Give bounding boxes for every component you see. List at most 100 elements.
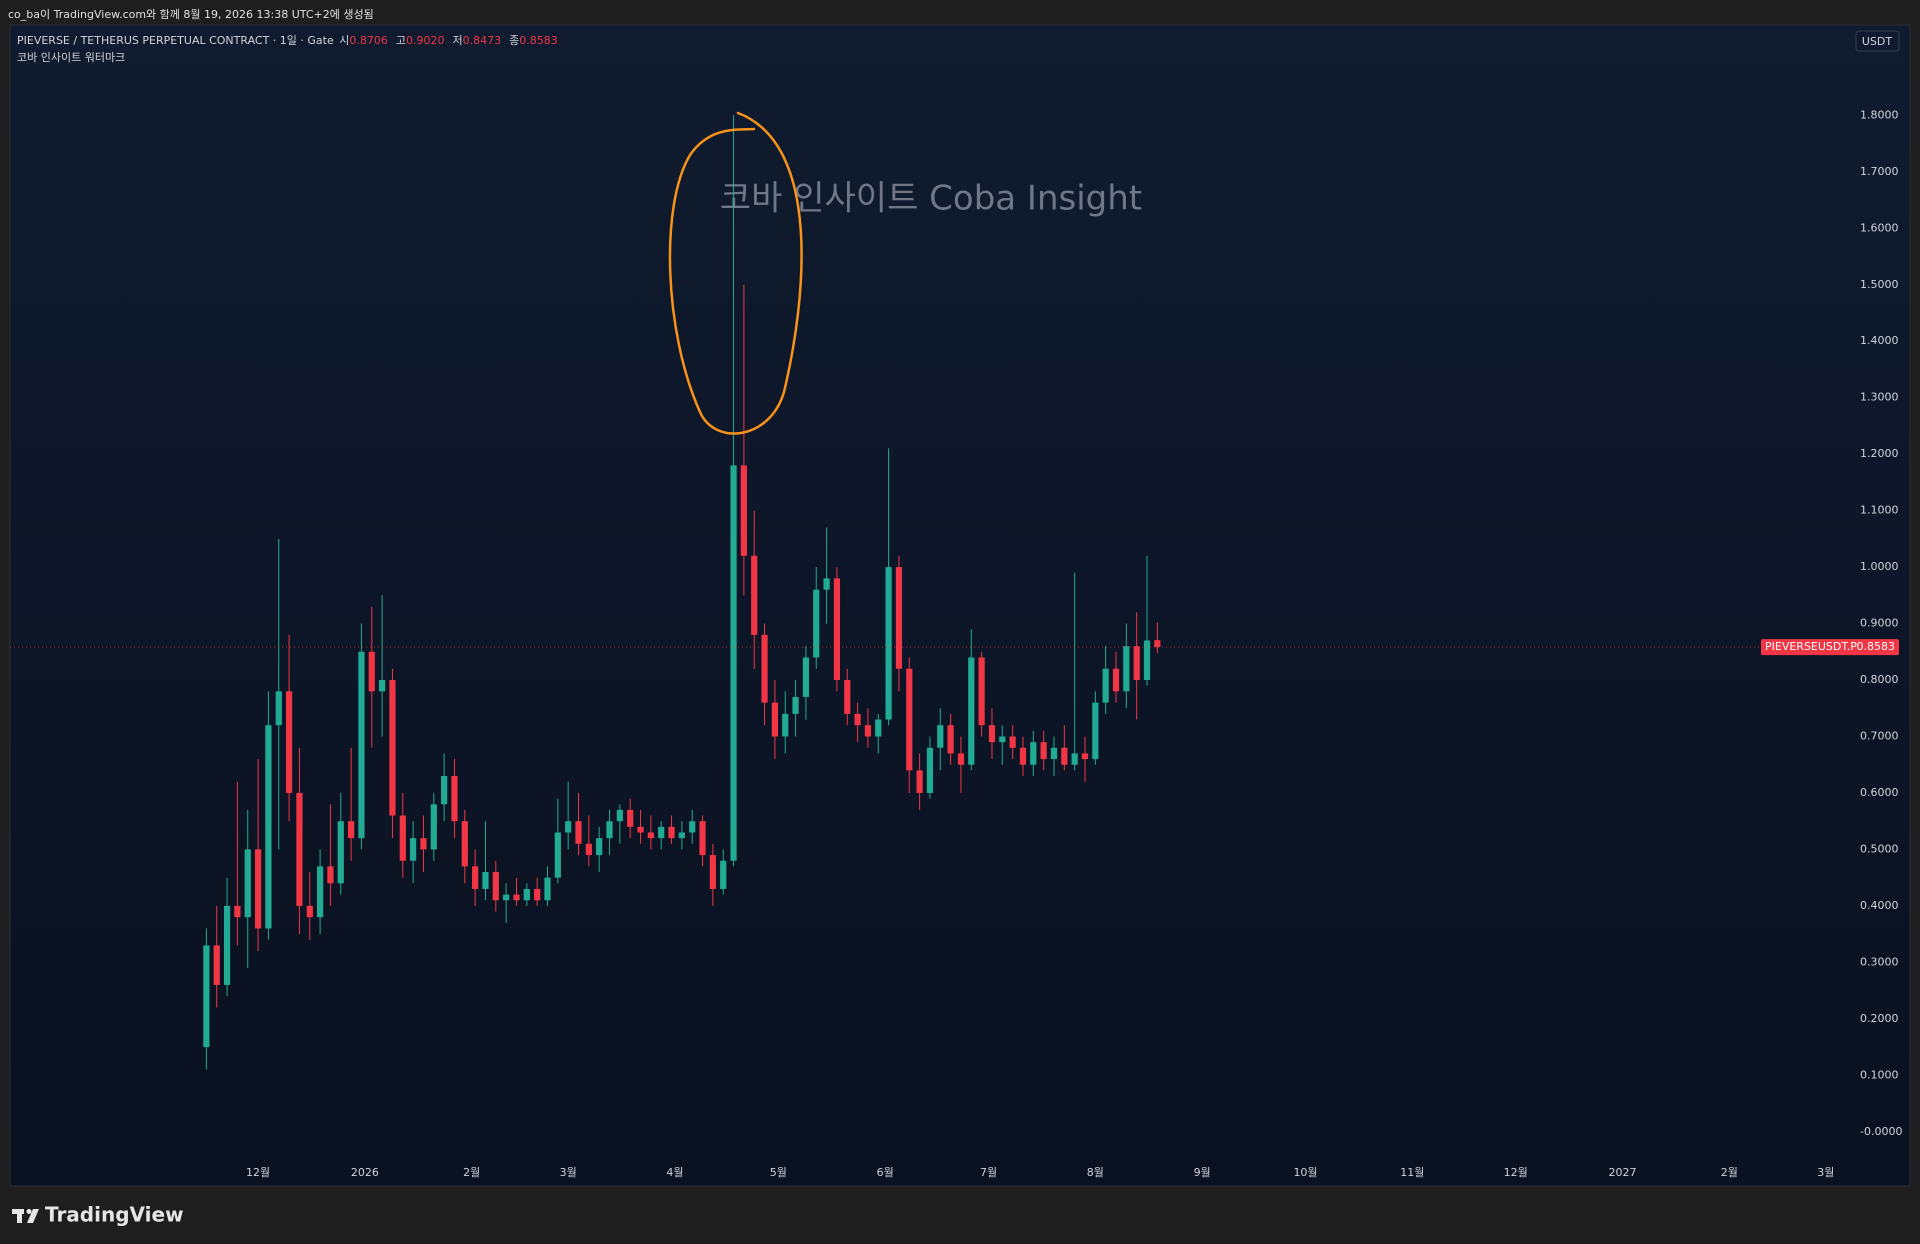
candle-body xyxy=(740,465,747,556)
candle-body xyxy=(254,849,262,929)
candle-body xyxy=(864,725,872,737)
candle-body xyxy=(389,680,396,816)
x-tick-label: 2월 xyxy=(463,1166,480,1179)
candle-body xyxy=(1112,668,1120,692)
ohlc-value: 0.8583 xyxy=(519,34,558,47)
y-tick-label: 0.5000 xyxy=(1860,842,1899,855)
y-tick-label: 1.5000 xyxy=(1860,278,1899,291)
x-tick-label: 10월 xyxy=(1293,1166,1317,1179)
candle-body xyxy=(833,578,841,681)
ohlc-value: 0.8473 xyxy=(462,34,502,47)
ohlc-value: 0.8706 xyxy=(349,34,388,47)
y-tick-label: 1.4000 xyxy=(1860,334,1899,347)
candle-body xyxy=(968,657,975,765)
candle-body xyxy=(472,866,479,889)
y-tick-label: 0.6000 xyxy=(1860,786,1899,799)
y-tick-label: 1.6000 xyxy=(1860,221,1899,234)
candle-body xyxy=(513,894,520,901)
candle-body xyxy=(885,567,892,720)
candle-body xyxy=(492,872,499,901)
candle-body xyxy=(554,832,561,878)
candle-body xyxy=(792,696,799,714)
x-tick-label: 9월 xyxy=(1194,1166,1211,1179)
y-tick-label: -0.0000 xyxy=(1860,1125,1902,1138)
candle-body xyxy=(926,747,934,793)
y-tick-label: 0.8000 xyxy=(1860,673,1899,686)
candle-body xyxy=(813,589,820,658)
x-tick-label: 2026 xyxy=(351,1166,379,1179)
candle-body xyxy=(482,872,489,889)
y-tick-label: 1.2000 xyxy=(1860,447,1899,460)
y-tick-label: 0.3000 xyxy=(1860,955,1899,968)
candle-body xyxy=(1102,668,1109,703)
candle-body xyxy=(823,578,830,590)
candle-body xyxy=(1061,747,1068,765)
candle-body xyxy=(957,753,965,765)
candle-body xyxy=(616,809,623,822)
y-tick-label: 1.1000 xyxy=(1860,504,1899,517)
ohlc-label: 고 xyxy=(395,34,407,47)
candle-body xyxy=(761,634,768,703)
candle-body xyxy=(441,776,448,805)
candle-body xyxy=(637,826,644,833)
y-tick-label: 1.7000 xyxy=(1860,165,1899,178)
x-tick-label: 4월 xyxy=(666,1166,683,1179)
candle-body xyxy=(213,945,220,985)
candle-body xyxy=(575,821,582,844)
x-tick-label: 3월 xyxy=(1817,1166,1834,1179)
candle-body xyxy=(875,719,882,737)
candle-body xyxy=(1081,753,1089,760)
candle-body xyxy=(1071,753,1078,765)
candle-body xyxy=(534,888,541,901)
candle-body xyxy=(1019,747,1027,765)
brand-logo xyxy=(12,1209,39,1223)
candle-body xyxy=(699,821,706,856)
y-tick-label: 0.7000 xyxy=(1860,729,1899,742)
candle-body xyxy=(368,651,375,692)
y-tick-label: 1.8000 xyxy=(1860,108,1899,121)
symbol-title: PIEVERSE / TETHERUS PERPETUAL CONTRACT ·… xyxy=(17,34,334,47)
x-tick-label: 11월 xyxy=(1400,1166,1424,1179)
candle-body xyxy=(988,725,996,743)
candle-body xyxy=(430,804,437,850)
candle-body xyxy=(1123,646,1130,692)
annotation-circle xyxy=(668,111,803,435)
candle-body xyxy=(782,713,789,737)
candle-body xyxy=(337,821,344,884)
candle-body xyxy=(647,832,654,839)
top-bar xyxy=(0,0,1920,25)
candle-body xyxy=(627,809,634,827)
candle-body xyxy=(327,866,334,884)
brand[interactable]: TradingView xyxy=(45,1203,184,1227)
candle-body xyxy=(1030,742,1037,765)
candle-body xyxy=(285,691,293,793)
ohlc-label: 종 xyxy=(509,34,520,47)
candle-body xyxy=(306,905,313,918)
y-tick-label: 1.3000 xyxy=(1860,391,1899,404)
candle-body xyxy=(937,725,944,748)
candle-body xyxy=(523,888,530,901)
candle-body xyxy=(410,838,417,861)
candle-body xyxy=(223,905,231,985)
candle-body xyxy=(999,736,1006,743)
candle-body xyxy=(730,465,737,861)
candle-body xyxy=(244,849,251,918)
x-tick-label: 2월 xyxy=(1721,1166,1738,1179)
candle-body xyxy=(1009,736,1016,748)
y-tick-label: 0.1000 xyxy=(1860,1068,1899,1081)
candle-body xyxy=(771,702,778,737)
candle-body xyxy=(689,821,696,833)
candle-body xyxy=(296,792,303,906)
price-label-box xyxy=(1761,639,1899,656)
candle-body xyxy=(1154,640,1161,648)
x-tick-label: 3월 xyxy=(560,1166,577,1179)
candle-body xyxy=(265,725,272,929)
candle-body xyxy=(316,866,324,918)
currency-box[interactable] xyxy=(1855,30,1900,52)
candle-body xyxy=(451,776,458,822)
y-tick-label: 0.2000 xyxy=(1860,1012,1899,1025)
candle-body xyxy=(461,821,468,867)
candle-body xyxy=(596,838,603,856)
x-tick-label: 12월 xyxy=(1504,1166,1528,1179)
